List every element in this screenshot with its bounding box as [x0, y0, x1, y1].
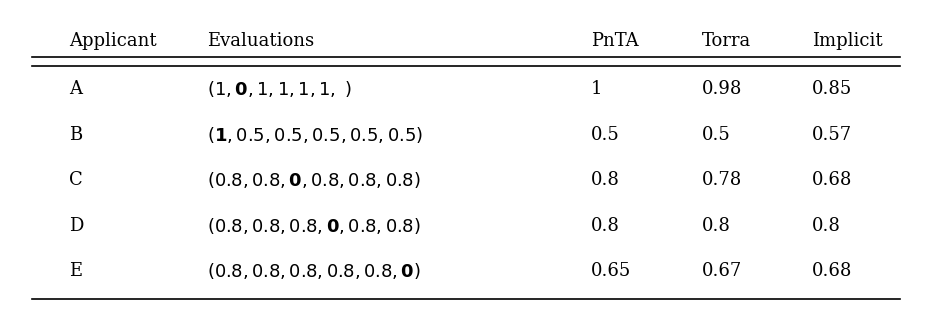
Text: $(0.8,0.8,0.8,\mathbf{0},0.8,0.8)$: $(0.8,0.8,0.8,\mathbf{0},0.8,0.8)$	[208, 216, 421, 236]
Text: C: C	[69, 171, 83, 189]
Text: $(0.8,0.8,0.8,0.8,0.8,\mathbf{0})$: $(0.8,0.8,0.8,0.8,0.8,\mathbf{0})$	[208, 261, 421, 281]
Text: 0.8: 0.8	[591, 171, 620, 189]
Text: 1: 1	[591, 80, 602, 98]
Text: 0.8: 0.8	[813, 217, 842, 235]
Text: 0.98: 0.98	[702, 80, 742, 98]
Text: D: D	[69, 217, 83, 235]
Text: 0.8: 0.8	[591, 217, 620, 235]
Text: 0.8: 0.8	[702, 217, 731, 235]
Text: 0.65: 0.65	[591, 262, 631, 280]
Text: B: B	[69, 126, 82, 144]
Text: 0.5: 0.5	[702, 126, 731, 144]
Text: A: A	[69, 80, 82, 98]
Text: 0.5: 0.5	[591, 126, 620, 144]
Text: 0.57: 0.57	[813, 126, 853, 144]
Text: $(\mathbf{1},0.5,0.5,0.5,0.5,0.5)$: $(\mathbf{1},0.5,0.5,0.5,0.5,0.5)$	[208, 125, 424, 145]
Text: Torra: Torra	[702, 32, 751, 50]
Text: 0.68: 0.68	[813, 262, 853, 280]
Text: Applicant: Applicant	[69, 32, 157, 50]
Text: 0.85: 0.85	[813, 80, 853, 98]
Text: 0.68: 0.68	[813, 171, 853, 189]
Text: 0.67: 0.67	[702, 262, 742, 280]
Text: PnTA: PnTA	[591, 32, 638, 50]
Text: 0.78: 0.78	[702, 171, 742, 189]
Text: E: E	[69, 262, 82, 280]
Text: $(0.8,0.8,\mathbf{0},0.8,0.8,0.8)$: $(0.8,0.8,\mathbf{0},0.8,0.8,0.8)$	[208, 170, 421, 190]
Text: $(1,\mathbf{0},1,1,1,1,\;)$: $(1,\mathbf{0},1,1,1,1,\;)$	[208, 79, 352, 99]
Text: Evaluations: Evaluations	[208, 32, 314, 50]
Text: Implicit: Implicit	[813, 32, 883, 50]
